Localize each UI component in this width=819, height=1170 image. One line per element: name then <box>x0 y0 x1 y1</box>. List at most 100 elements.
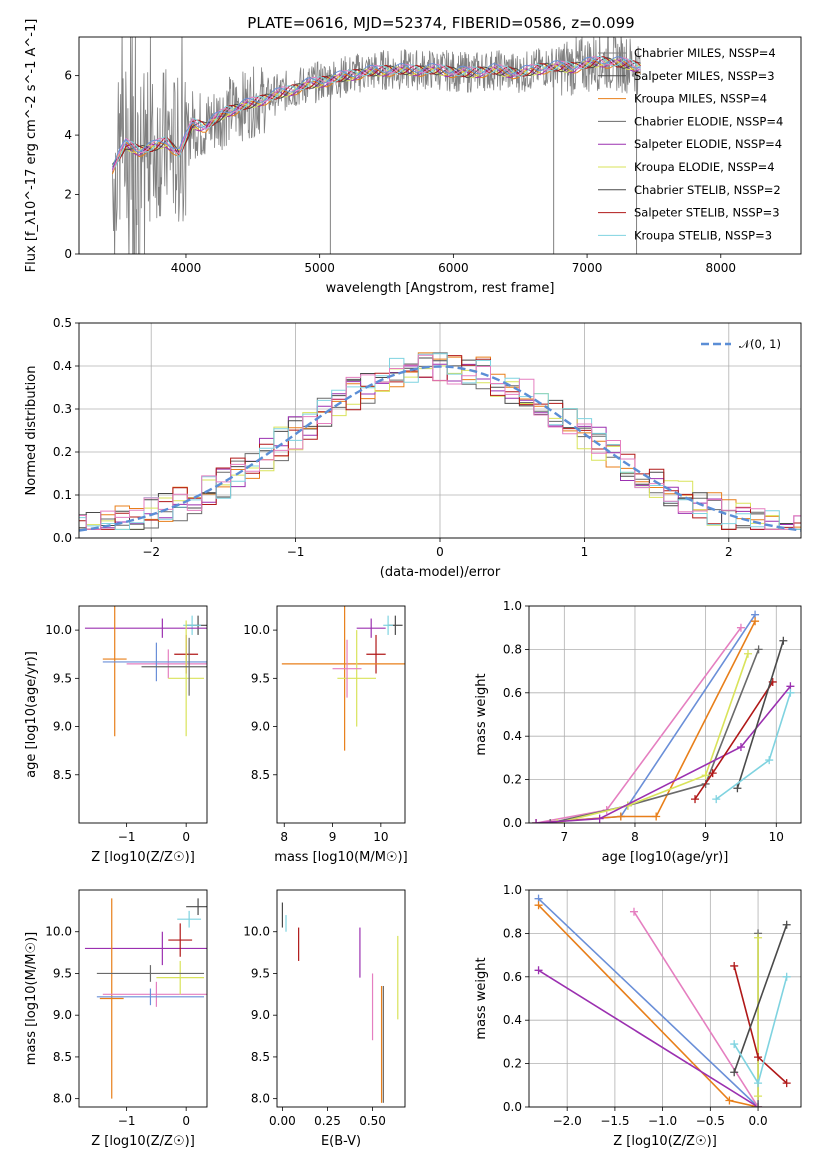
massweight-vs-age-point-marker <box>765 756 774 765</box>
massweight-vs-z-xtick-label: −1.5 <box>600 1114 629 1128</box>
massweight-vs-age-point-marker <box>736 743 745 752</box>
mass-vs-ebv-frame <box>276 889 406 1108</box>
spectrum-legend-label: Chabrier STELIB, NSSP=2 <box>634 183 781 197</box>
residuals-ytick-label: 0.0 <box>53 531 72 545</box>
mass-vs-z-ytick-label: 10.0 <box>45 925 72 939</box>
model-spectrum-line <box>111 60 641 175</box>
mass-vs-ebv-xtick-label: 0.25 <box>314 1114 341 1128</box>
model-spectrum-line <box>111 56 641 172</box>
spectrum-xtick-label: 6000 <box>438 261 469 275</box>
residuals-ytick-label: 0.3 <box>53 402 72 416</box>
model-spectrum-line <box>111 56 641 168</box>
age-vs-mass-ytick-label: 9.5 <box>251 671 270 685</box>
massweight-vs-age-series-line <box>550 649 760 823</box>
figure-title: PLATE=0616, MJD=52374, FIBERID=0586, z=0… <box>247 14 634 32</box>
spectrum-ytick-label: 6 <box>64 69 72 83</box>
massweight-vs-z-series-line <box>733 924 788 1073</box>
massweight-vs-age-point-marker <box>652 812 661 821</box>
age-vs-z-ytick-label: 10.0 <box>45 623 72 637</box>
massweight-vs-age-series-line <box>715 692 792 800</box>
massweight-vs-age-point-marker <box>616 812 625 821</box>
massweight-vs-age-point-marker <box>708 769 717 778</box>
residuals-plot-area <box>79 352 801 532</box>
massweight-vs-age-series-line <box>736 640 785 789</box>
spectrum-legend-label: Kroupa STELIB, NSSP=3 <box>634 228 772 242</box>
mass-vs-ebv-ytick-label: 8.5 <box>251 1050 270 1064</box>
massweight-vs-z-point-marker <box>725 1096 734 1105</box>
massweight-vs-age-ytick-label: 0.4 <box>503 729 522 743</box>
massweight-vs-age-point-marker <box>754 645 763 654</box>
spectrum-xtick-label: 4000 <box>171 261 202 275</box>
massweight-vs-z-point-marker <box>629 907 638 916</box>
massweight-vs-z-series-line <box>733 965 788 1084</box>
age-vs-mass-ytick-label: 9.0 <box>251 720 270 734</box>
massweight-vs-age-point-marker <box>736 623 745 632</box>
residuals-xtick-label: 1 <box>581 545 589 559</box>
spectrum-xtick-label: 5000 <box>304 261 335 275</box>
age-vs-z-xtick-label: 0 <box>182 830 190 844</box>
massweight-vs-z-ytick-label: 0.4 <box>503 1013 522 1027</box>
massweight-vs-age-series-line <box>535 627 742 823</box>
massweight-vs-age-plot-area <box>532 610 795 823</box>
massweight-vs-age-series-line <box>536 685 792 823</box>
massweight-vs-z-xtick-label: 0.0 <box>749 1114 768 1128</box>
model-spectrum-line <box>111 55 641 171</box>
spectrum-ylabel: Flux [f_λ10^-17 erg cm^-2 s^-1 A^-1] <box>24 19 39 273</box>
age-vs-z-xlabel: Z [log10(Z/Z☉)] <box>91 850 195 865</box>
massweight-vs-z-xtick-label: −1.0 <box>648 1114 677 1128</box>
massweight-vs-z-point-marker <box>754 1103 763 1107</box>
age-vs-mass-xtick-label: 8 <box>280 830 288 844</box>
mass-vs-z-frame <box>78 889 208 1108</box>
mass-vs-ebv-ytick-label: 10.0 <box>243 925 270 939</box>
mass-vs-z-xtick-label: −1 <box>118 1114 136 1128</box>
age-vs-z-ytick-label: 9.0 <box>53 720 72 734</box>
spectrum-legend-label: Salpeter STELIB, NSSP=3 <box>634 206 780 220</box>
age-vs-z-ylabel: age [log10(age/yr)] <box>24 651 39 778</box>
mass-vs-z-xtick-label: 0 <box>182 1114 190 1128</box>
massweight-vs-z-point-marker <box>534 966 543 975</box>
spectrum-xlabel: wavelength [Angstrom, rest frame] <box>326 281 555 296</box>
massweight-vs-z-ytick-label: 0.2 <box>503 1057 522 1071</box>
massweight-vs-age-point-marker <box>744 649 753 658</box>
massweight-vs-age-ytick-label: 0.6 <box>503 686 522 700</box>
massweight-vs-age-xlabel: age [log10(age/yr)] <box>602 850 729 865</box>
spectrum-legend-label: Chabrier MILES, NSSP=4 <box>634 46 776 60</box>
mass-vs-ebv-xtick-label: 0.00 <box>269 1114 296 1128</box>
age-vs-z-frame <box>78 605 208 824</box>
massweight-vs-z-point-marker <box>730 1040 739 1049</box>
mass-vs-z-ytick-label: 8.5 <box>53 1050 72 1064</box>
massweight-vs-z-ylabel: mass weight <box>474 957 489 1039</box>
massweight-vs-age-xtick-label: 7 <box>561 830 569 844</box>
massweight-vs-z-series-line <box>537 898 759 1107</box>
spectrum-legend-label: Salpeter MILES, NSSP=3 <box>634 69 775 83</box>
residuals-ytick-label: 0.4 <box>53 359 72 373</box>
residuals-frame <box>78 322 802 539</box>
residuals-xtick-label: 0 <box>436 545 444 559</box>
spectrum-frame <box>78 36 802 255</box>
age-vs-mass-xtick-label: 9 <box>329 830 337 844</box>
massweight-vs-age-point-marker <box>779 636 788 645</box>
massweight-vs-z-xlabel: Z [log10(Z/Z☉)] <box>613 1134 717 1149</box>
massweight-vs-z-point-marker <box>754 1092 763 1101</box>
mass-vs-ebv-ytick-label: 9.5 <box>251 966 270 980</box>
massweight-vs-z-ytick-label: 0.0 <box>503 1100 522 1114</box>
massweight-vs-z-point-marker <box>754 1053 763 1062</box>
massweight-vs-z-ytick-label: 0.8 <box>503 926 522 940</box>
mass-vs-z-ytick-label: 9.5 <box>53 966 72 980</box>
massweight-vs-z-series-line <box>633 911 759 1107</box>
massweight-vs-age-point-marker <box>751 617 760 626</box>
massweight-vs-age-xtick-label: 9 <box>702 830 710 844</box>
observed-spectrum-line <box>112 37 641 254</box>
normal-curve-line <box>79 365 801 532</box>
massweight-vs-age-point-marker <box>595 814 604 823</box>
massweight-vs-age-point-marker <box>786 688 795 697</box>
spectrum-xtick-label: 7000 <box>572 261 603 275</box>
mass-vs-z-ylabel: mass [log10(M/M☉)] <box>24 932 39 1065</box>
spectrum-ytick-label: 2 <box>64 188 72 202</box>
residual-histogram-line <box>79 357 801 530</box>
mass-vs-ebv-ytick-label: 8.0 <box>251 1092 270 1106</box>
mass-vs-ebv-plot-area <box>281 902 399 1103</box>
spectrum-plot-area <box>111 37 641 254</box>
spectrum-ytick-label: 0 <box>64 247 72 261</box>
age-vs-mass-xlabel: mass [log10(M/M☉)] <box>274 850 407 865</box>
